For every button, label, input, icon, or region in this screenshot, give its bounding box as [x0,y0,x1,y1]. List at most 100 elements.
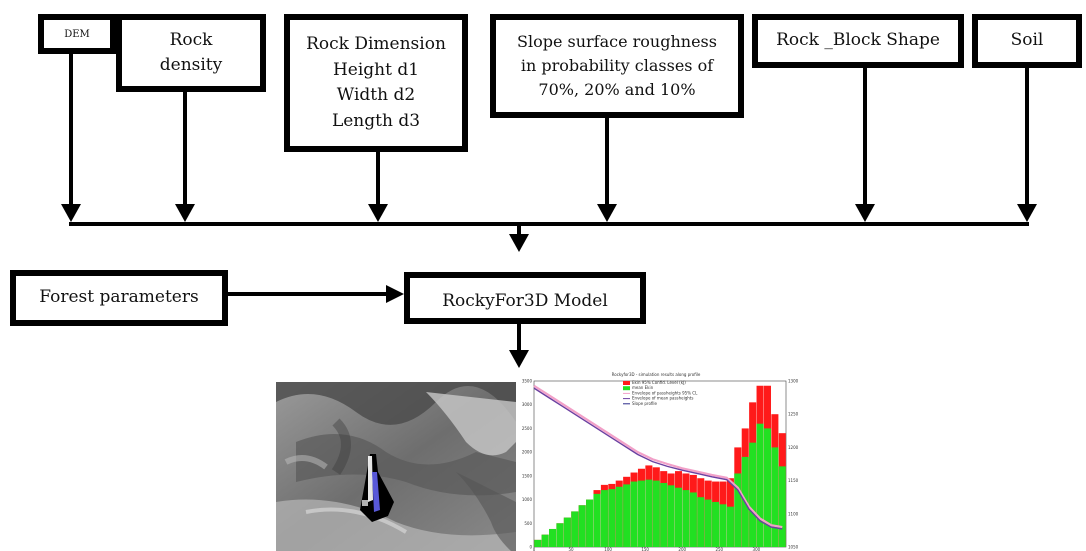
bar-lower [712,501,720,547]
roughness-connector [605,118,609,204]
plot-frame [533,380,787,548]
bar-lower [726,506,734,547]
slope-roughness-box: Slope surface roughness in probability c… [490,14,744,118]
bar-lower [593,493,601,547]
dimension-connector [376,152,380,204]
y2-tick-label: 1300 [788,379,799,384]
bus-to-model-connector [517,224,521,234]
bus-to-model-arrowhead [509,234,529,252]
legend-label: Envelope of passheights 95% CL [632,390,698,395]
lines-group [533,384,783,530]
y2-tick-label: 1200 [788,445,799,450]
y-axis-ticks: 0 500 1000 1500 2000 2500 3000 3500 [522,379,533,550]
x-axis-ticks: 0 50 100 150 200 250 300 [533,547,761,551]
x-tick-label: 250 [715,547,723,551]
rock-density-box: Rock density [116,14,266,92]
roughness-arrowhead [597,204,617,222]
y2-axis-ticks: 1050 1100 1150 1200 1250 1300 [788,379,799,550]
x-tick-label: 200 [678,547,686,551]
model-output-arrowhead [509,350,529,368]
y-tick-label: 2000 [522,450,533,455]
x-tick-label: 50 [569,547,575,551]
slope-roughness-label: Slope surface roughness in probability c… [517,32,717,99]
forest-parameters-label: Forest parameters [39,287,199,308]
slope-profile-line [533,387,783,530]
y-tick-label: 3500 [522,379,533,384]
bar-lower [756,423,764,547]
model-output-connector [517,324,521,352]
y2-tick-label: 1050 [788,545,799,550]
soil-connector [1025,68,1029,204]
rock-dimension-box: Rock Dimension Height d1 Width d2 Length… [284,14,468,152]
bar-lower [652,480,660,547]
bar-lower [556,523,564,547]
bar-lower [615,486,623,547]
dem-label: DEM [64,28,90,40]
legend-swatch [623,386,630,391]
rock-dimension-label: Rock Dimension Height d1 Width d2 Length… [306,34,446,131]
density-arrowhead [175,204,195,222]
legend-label: Envelope of mean passheights [632,396,693,401]
bar-lower [719,504,727,547]
dem-arrowhead [61,204,81,222]
y-tick-label: 3000 [522,402,533,407]
bar-lower [675,487,683,547]
forest-parameters-box: Forest parameters [10,270,228,326]
bar-lower [563,517,571,547]
terrain-simulation-image [276,382,516,551]
soil-arrowhead [1017,204,1037,222]
x-tick-label: 100 [604,547,612,551]
chart-title: Rockyfor3D - simulation results along pr… [612,372,701,377]
dem-box: DEM [38,14,116,54]
bar-lower [697,497,705,547]
bar-lower [549,528,557,547]
y-tick-label: 500 [524,521,532,526]
bar-lower [734,473,742,547]
bar-lower [660,482,668,547]
bar-lower [630,481,638,547]
bar-lower [771,447,779,547]
bar-lower [578,505,586,547]
collector-bus [69,222,1029,226]
bar-lower [778,466,786,547]
y-tick-label: 2500 [522,426,533,431]
legend-label: Slope profile [632,401,658,406]
bar-lower [608,489,616,547]
legend-swatch [623,381,630,385]
shape-connector [863,68,867,204]
bar-lower [763,428,771,547]
bar-lower [645,479,653,547]
x-tick-label: 0 [533,547,536,551]
chart-legend: Ekin 95% Confid. Level (kJ)mean EkinEnve… [623,380,698,406]
terrain-hillshade [276,382,516,551]
soil-label: Soil [1010,30,1044,51]
x-tick-label: 150 [641,547,649,551]
y2-tick-label: 1100 [788,511,799,516]
bar-lower [749,442,757,547]
passheight-line [533,384,783,529]
legend-label: mean Ekin [632,385,654,390]
bar-lower [704,499,712,547]
bar-lower [623,484,631,547]
bars-group [534,385,786,547]
bar-lower [600,490,608,547]
bar-lower [682,490,690,547]
bar-lower [689,492,697,547]
block-shape-label: Rock _Block Shape [776,30,940,51]
dimension-arrowhead [368,204,388,222]
density-connector [183,92,187,204]
y-tick-label: 1500 [522,473,533,478]
legend-label: Ekin 95% Confid. Level (kJ) [632,380,686,385]
rock-density-label: Rock density [159,29,223,76]
y-tick-label: 1000 [522,497,533,502]
block-shape-box: Rock _Block Shape [752,14,964,68]
model-label: RockyFor3D Model [442,290,608,311]
forest-arrowhead [386,285,404,303]
soil-box: Soil [972,14,1082,68]
x-tick-label: 300 [753,547,761,551]
bar-lower [637,480,645,547]
y-tick-label: 0 [529,545,532,550]
bar-lower [667,485,675,547]
bar-lower [571,511,579,547]
model-box: RockyFor3D Model [404,272,646,324]
